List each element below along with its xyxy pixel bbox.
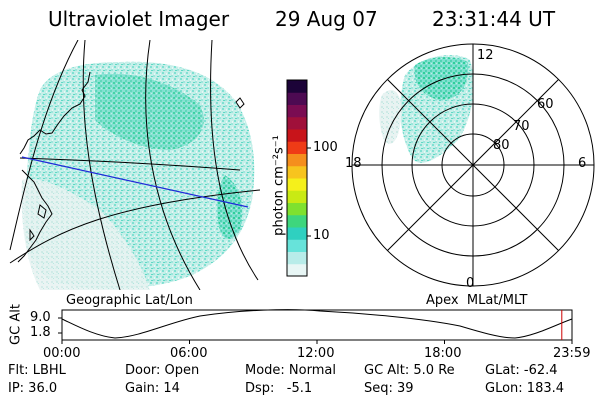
colorbar-cell [287,153,307,167]
colorbar-cell [287,263,307,277]
status-gain: Gain: 14 [125,381,180,396]
colorbar-cell [287,92,307,105]
mlt-label-12: 12 [477,48,494,63]
image-date: 29 Aug 07 [275,7,378,31]
status-seq: Seq: 39 [364,381,414,396]
image-time: 23:31:44 UT [432,7,556,31]
mlt-label-18: 18 [345,156,362,171]
satellite-track-line [21,156,249,208]
colorbar-cell [287,129,307,142]
colorbar-cell [287,251,307,265]
apex-caption: Apex MLat/MLT [426,293,528,308]
status-ip: IP: 36.0 [8,381,58,396]
colorbar-cell [287,116,307,130]
status-glon: GLon: 183.4 [485,381,565,396]
latlon-grid-icon [9,40,260,290]
x-tick-label-1800: 18:00 [424,346,462,361]
mlt-label-6: 6 [578,156,587,171]
colorbar-cell [287,80,307,93]
colorbar-tick-10: 10 [313,228,330,243]
status-door: Door: Open [125,363,200,378]
altitude-curve [61,309,573,339]
altitude-y-top: 9.0 [30,310,51,325]
mlat-label-80: 80 [493,138,510,153]
colorbar-cell [287,227,307,240]
colorbar-cell [287,214,307,228]
colorbar-cell [287,178,307,191]
altitude-plot [58,309,573,344]
colorbar-cell [287,202,307,216]
colorbar-cell [287,141,307,154]
colorbar-unit-label: photon cm⁻²s⁻¹ [271,135,287,236]
x-tick-label-0000: 00:00 [43,346,81,361]
x-tick-label-0600: 06:00 [170,346,208,361]
x-tick-label-2359: 23:59 [553,346,591,361]
page-title: Ultraviolet Imager [48,7,230,31]
colorbar-tick-100: 100 [313,140,338,155]
colorbar-cell [287,190,307,203]
x-tick-label-1200: 12:00 [297,346,335,361]
colorbar-cell [287,104,307,118]
polar-image-faint [379,90,402,144]
colorbar [286,79,311,277]
polar-plot [351,43,595,287]
altitude-axis-label: GC Alt [8,304,24,345]
altitude-y-bottom: 1.8 [30,325,51,340]
coastline-map-icon [17,71,245,263]
mlat-label-60: 60 [537,97,554,112]
mlat-label-70: 70 [513,119,530,134]
polar-image-bright [414,57,469,100]
uv-image-faint-region [21,179,150,290]
uv-image-bright-region [95,73,204,150]
status-gc-alt: GC Alt: 5.0 Re [364,363,455,378]
uv-image-bright-limb [217,175,243,239]
status-mode: Mode: Normal [245,363,336,378]
geographic-image-panel [9,40,260,290]
status-filter: Flt: LBHL [8,363,66,378]
colorbar-cell [287,239,307,252]
mlt-label-0: 0 [466,276,475,291]
status-dsp: Dsp: -5.1 [245,381,313,396]
geographic-caption: Geographic Lat/Lon [66,293,193,308]
x-tick-marks [61,340,573,344]
colorbar-cell [287,165,307,179]
status-glat: GLat: -62.4 [485,363,558,378]
